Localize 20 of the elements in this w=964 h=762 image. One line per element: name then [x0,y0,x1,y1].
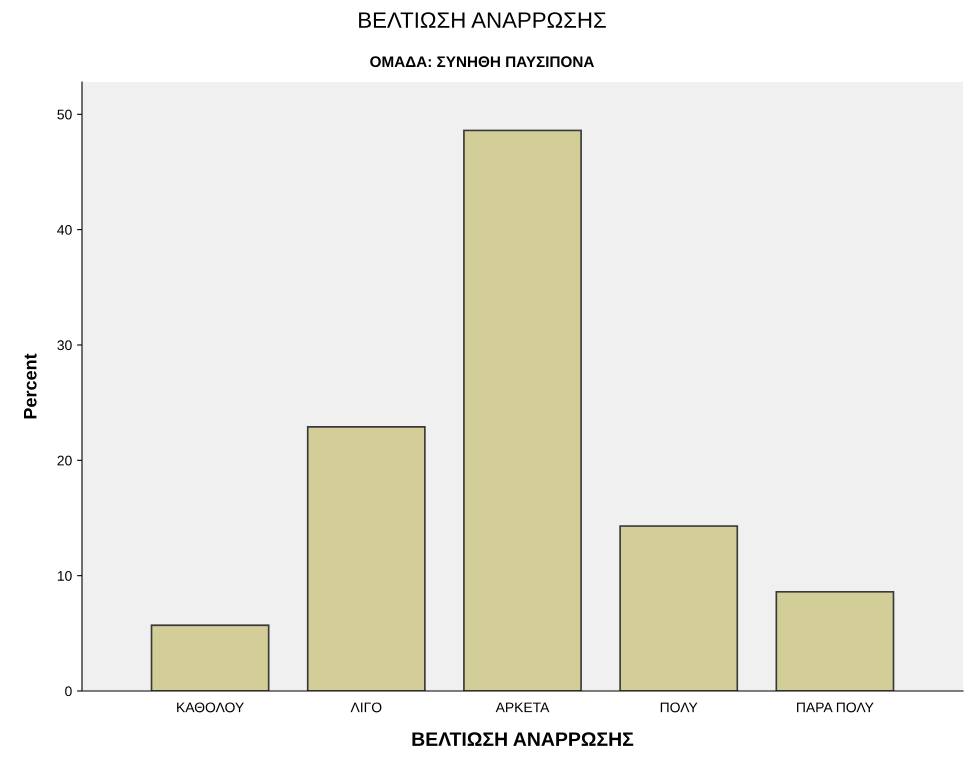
y-axis-title: Percent [24,354,37,418]
bar [463,130,582,691]
x-axis-title: ΒΕΛΤΙΩΣΗ ΑΝΑΡΡΩΣΗΣ [412,732,634,746]
bar [776,590,894,691]
bar [619,525,738,691]
y-tick-label: 50 [57,110,72,120]
x-tick-label: ΠΟΛΥ [660,702,698,712]
y-tick-label: 10 [58,570,72,581]
y-tick-label: 0 [65,686,72,696]
bar [306,426,426,691]
y-tick-label: 40 [57,224,72,235]
x-tick-label: ΛΙΓΟ [350,702,382,712]
chart-title: ΒΕΛΤΙΩΣΗ ΑΝΑΡΡΩΣΗΣ [359,12,606,28]
x-tick-label: ΑΡΚΕΤΑ [496,702,550,712]
y-tick-label: 30 [57,340,72,350]
bar [150,624,270,691]
y-tick-label: 20 [58,456,72,466]
x-tick-label: ΚΑΘΟΛΟΥ [177,702,244,712]
chart-subtitle: ΟΜΑΔΑ: ΣΥΝΗΘΗ ΠΑΥΣΙΠΟΝΑ [370,56,594,68]
x-tick-label: ΠΑΡΑ ΠΟΛΥ [797,702,874,712]
